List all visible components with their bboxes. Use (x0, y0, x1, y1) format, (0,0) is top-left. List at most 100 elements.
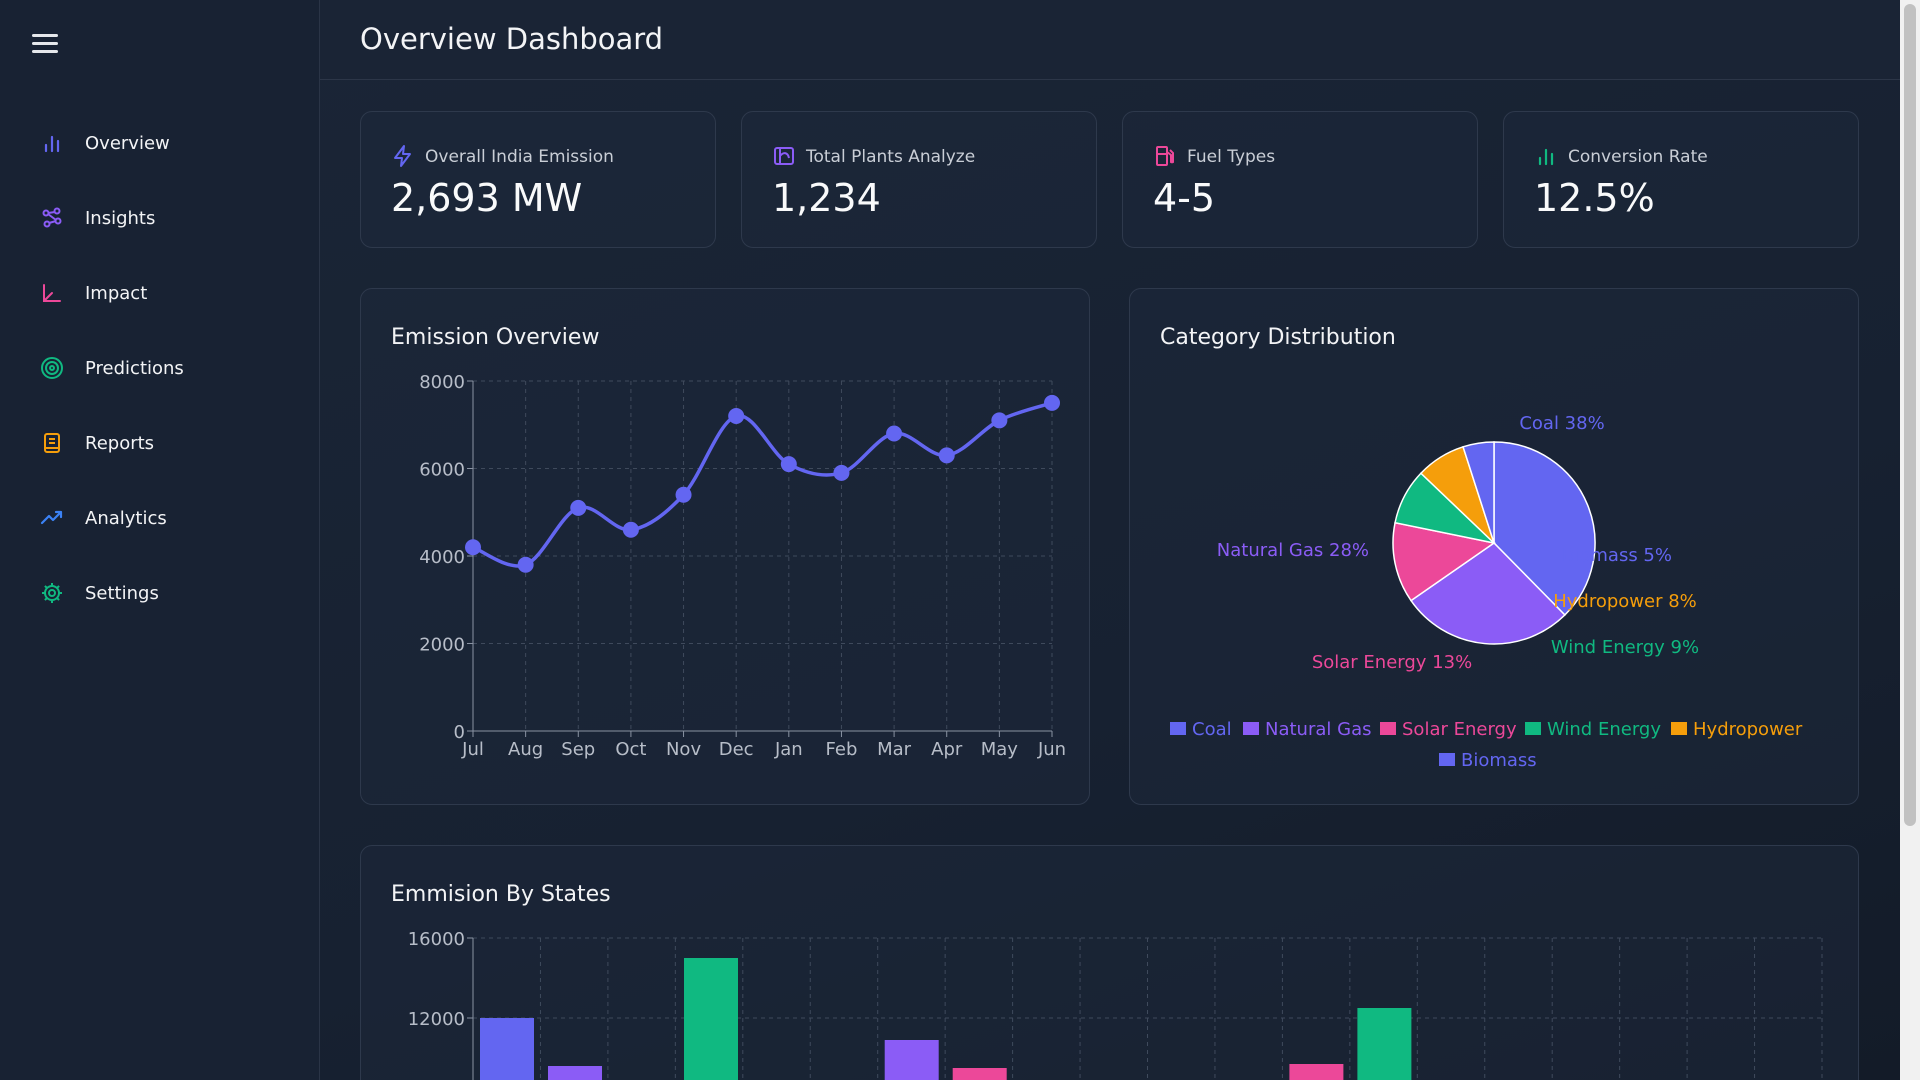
sidebar-item-label: Predictions (85, 357, 184, 379)
y-tick-label: 4000 (419, 547, 465, 568)
pie-slice-label: Hydropower 8% (1553, 591, 1697, 612)
x-tick-label: Dec (719, 739, 754, 760)
y-tick-label: 0 (454, 722, 465, 743)
bar-chart-icon (1538, 148, 1554, 166)
fuel-pump-icon (1156, 146, 1174, 166)
sidebar-item-label: Overview (85, 132, 170, 154)
pie-slice-label: Biomass 5% (1562, 545, 1672, 566)
sidebar-item-impact[interactable]: Impact (0, 265, 320, 321)
emission-overview-card: Emission Overview 0 2000 4000 6000 8000 Jul Au… (360, 288, 1090, 805)
bar (548, 1066, 602, 1080)
bar-chart-icon (44, 135, 60, 153)
trending-up-icon (40, 510, 63, 525)
data-point (622, 521, 639, 538)
sidebar-item-predictions[interactable]: Predictions (0, 340, 320, 396)
x-tick-label: Apr (931, 739, 963, 760)
pie-slice (1409, 542, 1566, 645)
legend-swatch (1525, 722, 1541, 735)
network-icon (42, 207, 62, 228)
legend-label: Solar Energy (1402, 719, 1517, 740)
stat-label: Total Plants Analyze (806, 147, 976, 167)
x-tick-label: Nov (666, 739, 701, 760)
sidebar-item-label: Impact (85, 282, 148, 304)
scrollbar-thumb[interactable] (1904, 4, 1916, 826)
bar (480, 1018, 534, 1080)
card-title: Emmision By States (391, 882, 611, 907)
main-content: Overview Dashboard Overall India Emissio… (320, 0, 1900, 1080)
x-tick-label: May (981, 739, 1019, 760)
data-point (465, 539, 481, 556)
sidebar-item-reports[interactable]: Reports (0, 415, 320, 471)
sidebar-item-settings[interactable]: Settings (0, 565, 320, 621)
gear-icon (42, 583, 62, 603)
stat-value: 12.5% (1534, 176, 1655, 220)
sidebar-item-label: Settings (85, 582, 159, 604)
legend-swatch (1380, 722, 1396, 735)
emission-line-chart: 0 2000 4000 6000 8000 Jul Aug Sep Oct Nov Dec Jan Fe… (419, 372, 1066, 760)
document-icon (44, 433, 60, 453)
emission-series-line (472, 401, 1053, 568)
pie-slice-label: Coal 38% (1519, 413, 1604, 434)
category-pie-chart: Coal 38% Natural Gas 28% Solar Energy 13% W… (1170, 413, 1803, 771)
stat-label: Conversion Rate (1568, 147, 1708, 167)
legend-label: Coal (1192, 719, 1232, 740)
bar (1357, 1008, 1412, 1080)
top-bar: Overview Dashboard (320, 0, 1900, 80)
plant-icon (774, 147, 794, 165)
sidebar-item-label: Insights (85, 207, 156, 229)
stat-card-fuel: Fuel Types 4-5 (1122, 111, 1478, 248)
sidebar-item-insights[interactable]: Insights (0, 190, 320, 246)
data-point (833, 464, 850, 481)
x-tick-label: Aug (508, 739, 543, 760)
y-tick-label: 6000 (419, 460, 465, 481)
legend-label: Biomass (1461, 750, 1537, 771)
lightning-icon (394, 145, 411, 167)
pie-slice-label: Natural Gas 28% (1217, 540, 1369, 561)
sidebar-item-label: Analytics (85, 507, 167, 529)
stat-card-emission: Overall India Emission 2,693 MW (360, 111, 716, 248)
legend-label: Hydropower (1693, 719, 1803, 740)
bar (952, 1068, 1007, 1080)
legend-label: Wind Energy (1547, 719, 1661, 740)
sidebar-item-label: Reports (85, 432, 155, 454)
stat-value: 2,693 MW (391, 176, 583, 220)
vertical-scrollbar[interactable] (1900, 0, 1920, 1080)
legend-label: Natural Gas (1265, 719, 1371, 740)
sidebar-item-overview[interactable]: Overview (0, 115, 320, 171)
sidebar-item-analytics[interactable]: Analytics (0, 490, 320, 546)
x-tick-label: Jan (774, 739, 803, 760)
x-tick-label: Oct (615, 739, 646, 760)
target-icon (41, 357, 63, 379)
data-point (517, 556, 534, 573)
data-point (886, 425, 903, 442)
data-point (991, 412, 1008, 429)
y-tick-label: 12000 (408, 1009, 465, 1030)
x-tick-label: Feb (826, 739, 858, 760)
bar (1289, 1064, 1344, 1080)
hamburger-menu-icon[interactable] (32, 34, 58, 58)
x-tick-label: Sep (561, 739, 595, 760)
data-point (728, 408, 745, 424)
card-title: Emission Overview (391, 325, 600, 350)
y-tick-label: 2000 (419, 635, 465, 656)
stat-label: Overall India Emission (425, 147, 614, 167)
states-bar-chart: 12000 16000 (408, 929, 1823, 1080)
card-title: Category Distribution (1160, 325, 1396, 350)
data-point (938, 447, 955, 464)
x-tick-label: Mar (877, 739, 912, 760)
stat-card-conversion: Conversion Rate 12.5% (1503, 111, 1859, 248)
pie-slice (1392, 521, 1496, 602)
data-point (570, 499, 587, 516)
y-tick-label: 16000 (408, 929, 465, 950)
stat-card-plants: Total Plants Analyze 1,234 (741, 111, 1097, 248)
emission-by-states-card: Emmision By States 12000 16000 (360, 845, 1859, 1080)
data-point (780, 456, 797, 473)
pie-slice (1462, 441, 1495, 544)
pie-slice (1493, 441, 1596, 617)
stat-value: 4-5 (1153, 176, 1216, 220)
bar (884, 1040, 939, 1080)
pie-slice-label: Wind Energy 9% (1551, 637, 1699, 658)
y-tick-label: 8000 (419, 372, 465, 393)
axis-chart-icon (43, 284, 61, 302)
stat-label: Fuel Types (1187, 147, 1276, 167)
